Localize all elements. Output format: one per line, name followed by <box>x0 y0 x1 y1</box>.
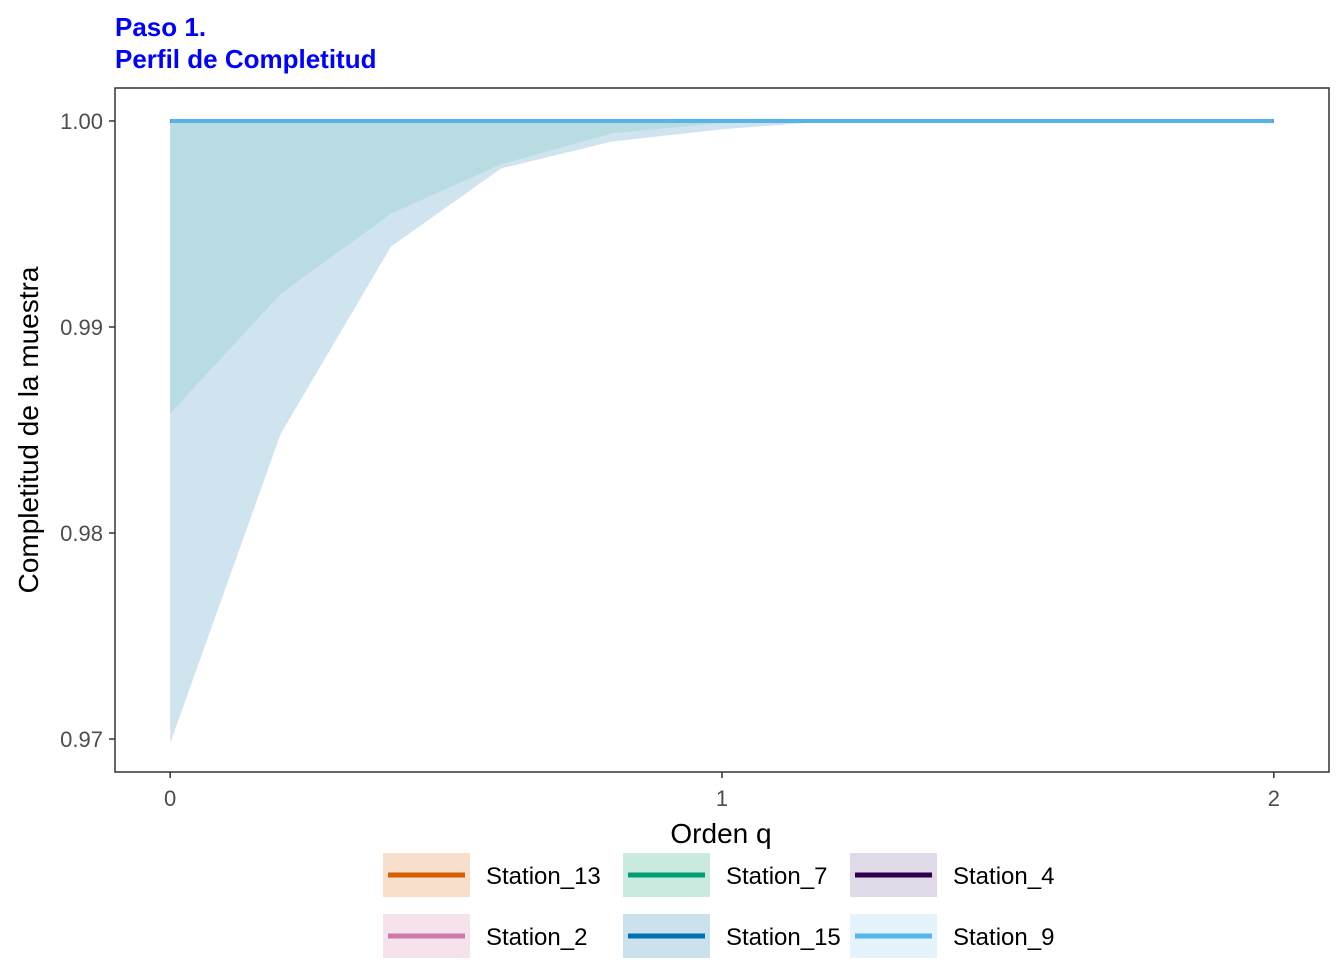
legend: Station_13 Station_2 Station_7 Station_15 St… <box>383 853 1054 958</box>
x-tick-label: 2 <box>1268 786 1280 811</box>
legend-label: Station_13 <box>486 863 601 890</box>
legend-item-station-9: Station_9 <box>850 914 1054 958</box>
chart-title-line1: Paso 1. <box>115 12 206 42</box>
legend-label: Station_9 <box>953 924 1054 951</box>
legend-label: Station_7 <box>726 863 827 890</box>
x-axis: 0 1 2 <box>164 772 1280 811</box>
legend-item-station-15: Station_15 <box>623 914 841 958</box>
ribbon-station-15 <box>170 120 1274 744</box>
confidence-ribbons <box>170 120 1274 744</box>
legend-label: Station_15 <box>726 924 841 951</box>
legend-item-station-7: Station_7 <box>623 853 827 897</box>
chart-title-line2: Perfil de Completitud <box>115 44 376 74</box>
y-axis-title: Completitud de la muestra <box>13 266 44 593</box>
x-tick-label: 0 <box>164 786 176 811</box>
y-tick-label: 0.98 <box>60 521 103 546</box>
legend-label: Station_4 <box>953 863 1054 890</box>
y-tick-label: 0.99 <box>60 315 103 340</box>
x-axis-title: Orden q <box>670 818 771 849</box>
x-tick-label: 1 <box>716 786 728 811</box>
y-tick-label: 1.00 <box>60 109 103 134</box>
legend-item-station-4: Station_4 <box>850 853 1054 897</box>
legend-item-station-13: Station_13 <box>383 853 601 897</box>
legend-item-station-2: Station_2 <box>383 914 587 958</box>
legend-label: Station_2 <box>486 924 587 951</box>
y-axis: 0.97 0.98 0.99 1.00 <box>60 109 115 752</box>
y-tick-label: 0.97 <box>60 727 103 752</box>
